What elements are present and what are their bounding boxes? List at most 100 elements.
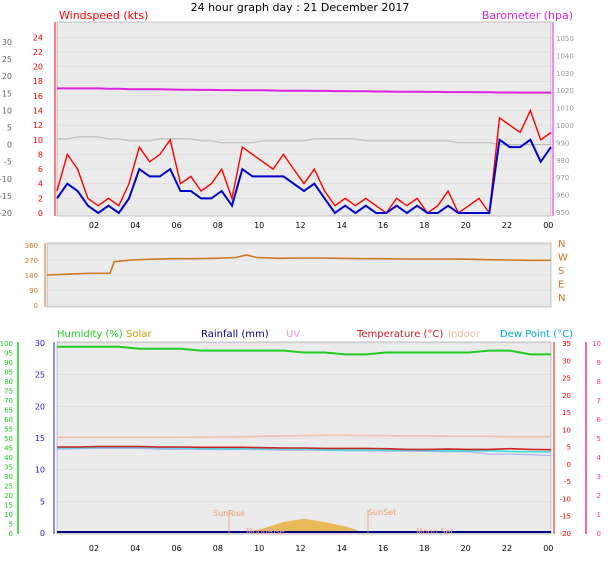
barometer-tick: 980 bbox=[556, 157, 569, 165]
temp-x-tick: 10 bbox=[254, 544, 264, 553]
wind-outer-tick: 5 bbox=[7, 124, 12, 133]
temp-x-tick: 00 bbox=[543, 544, 553, 553]
wind-left-tick: 12 bbox=[33, 121, 43, 130]
humidity-tick: 35 bbox=[4, 464, 13, 472]
temp-x-tick: 16 bbox=[378, 544, 388, 553]
humidity-tick: 70 bbox=[4, 397, 13, 405]
wind-left-tick: 24 bbox=[33, 33, 43, 42]
gauge-line bbox=[57, 136, 551, 146]
wind-x-tick: 04 bbox=[130, 221, 140, 230]
indoor-line bbox=[57, 434, 551, 439]
wind-left-tick: 2 bbox=[38, 194, 43, 203]
temp-x-tick: 08 bbox=[213, 544, 223, 553]
uv-tick: 1 bbox=[597, 511, 601, 519]
barometer-tick: 1000 bbox=[556, 122, 574, 130]
wind-outer-tick: -5 bbox=[4, 158, 12, 167]
humidity-tick: 30 bbox=[4, 473, 13, 481]
windspeed-label: Windspeed (kts) bbox=[59, 9, 148, 22]
wind-left-tick: 6 bbox=[38, 165, 43, 174]
barometer-tick: 1030 bbox=[556, 70, 574, 78]
humidity-tick: 60 bbox=[4, 416, 13, 424]
barometer-tick: 1050 bbox=[556, 35, 574, 43]
temp-x-tick: 04 bbox=[130, 544, 140, 553]
temperature-tick: 30 bbox=[562, 357, 571, 365]
direction-right-tick: W bbox=[558, 253, 568, 264]
wind-left-tick: 0 bbox=[38, 209, 43, 218]
low-temp-line bbox=[56, 447, 552, 457]
uv-tick: 9 bbox=[597, 359, 601, 367]
graph-title: 24 hour graph day : 21 December 2017 bbox=[191, 1, 410, 14]
rainfall-tick: 20 bbox=[35, 402, 45, 411]
wind-panel: Windspeed (kts) Barometer (hpa) 02468101… bbox=[0, 9, 574, 230]
uv-tick: 2 bbox=[597, 492, 601, 500]
wind-avg-line bbox=[56, 138, 552, 215]
rainfall-tick: 30 bbox=[35, 339, 45, 348]
wind-outer-tick: -10 bbox=[0, 175, 12, 184]
wind-x-tick: 00 bbox=[543, 221, 553, 230]
rainfall-tick: 5 bbox=[40, 497, 45, 506]
temp-x-tick: 22 bbox=[502, 544, 512, 553]
direction-right-tick: S bbox=[558, 266, 564, 277]
uv-tick: 7 bbox=[597, 397, 601, 405]
temperature-tick: 10 bbox=[562, 426, 571, 434]
rainfall-tick: 0 bbox=[40, 529, 45, 538]
wind-x-tick: 22 bbox=[502, 221, 512, 230]
legend-indoor: Indoor bbox=[448, 329, 481, 340]
wind-left-tick: 20 bbox=[33, 63, 43, 72]
humidity-tick: 90 bbox=[4, 359, 13, 367]
direction-right-tick: N bbox=[558, 293, 565, 304]
wind-outer-tick: 25 bbox=[2, 55, 12, 64]
humidity-tick: 85 bbox=[4, 369, 13, 377]
wind-plot-area bbox=[56, 21, 552, 217]
humidity-line bbox=[57, 345, 551, 356]
uv-tick: 8 bbox=[597, 378, 601, 386]
temperature-tick: 5 bbox=[567, 444, 571, 452]
wind-left-tick: 16 bbox=[33, 92, 43, 101]
temp-x-tick: 18 bbox=[419, 544, 429, 553]
humidity-tick: 0 bbox=[9, 530, 13, 538]
temperature-tick: 15 bbox=[562, 409, 571, 417]
solar-area bbox=[57, 518, 551, 533]
wind-outer-tick: 20 bbox=[2, 72, 12, 81]
direction-right-tick: N bbox=[558, 239, 565, 250]
wind-x-tick: 12 bbox=[295, 221, 305, 230]
wind-outer-tick: -20 bbox=[0, 209, 12, 218]
temp-panel: Humidity (%) Solar Rainfall (mm) UV Temp… bbox=[0, 329, 602, 553]
barometer-tick: 1040 bbox=[556, 52, 574, 60]
wind-outer-tick: 10 bbox=[2, 106, 12, 115]
humidity-tick: 20 bbox=[4, 492, 13, 500]
wind-gust-line bbox=[56, 108, 552, 215]
barometer-tick: 970 bbox=[556, 174, 569, 182]
uv-tick: 0 bbox=[597, 530, 601, 538]
wind-outer-tick: 0 bbox=[7, 141, 12, 150]
humidity-tick: 50 bbox=[4, 435, 13, 443]
wind-left-tick: 22 bbox=[33, 48, 43, 57]
wind-outer-tick: 15 bbox=[2, 89, 12, 98]
legend-solar: Solar bbox=[126, 329, 152, 340]
humidity-tick: 55 bbox=[4, 426, 13, 434]
temp-x-tick: 12 bbox=[295, 544, 305, 553]
legend-temperature: Temperature (°C) bbox=[356, 329, 443, 340]
barometer-line bbox=[57, 87, 551, 94]
direction-left-tick: 180 bbox=[25, 272, 38, 280]
direction-right-tick: E bbox=[558, 280, 564, 291]
barometer-tick: 960 bbox=[556, 192, 569, 200]
wind-x-tick: 06 bbox=[172, 221, 182, 230]
wind-left-tick: 14 bbox=[33, 107, 43, 116]
uv-tick: 5 bbox=[597, 435, 601, 443]
barometer-tick: 1010 bbox=[556, 105, 574, 113]
humidity-tick: 95 bbox=[4, 350, 13, 358]
uv-tick: 3 bbox=[597, 473, 601, 481]
wind-left-tick: 10 bbox=[33, 136, 43, 145]
temp-x-tick: 14 bbox=[337, 544, 347, 553]
humidity-tick: 80 bbox=[4, 378, 13, 386]
temperature-tick: 25 bbox=[562, 375, 571, 383]
temperature-tick: -15 bbox=[560, 513, 571, 521]
uv-tick: 10 bbox=[592, 340, 601, 348]
uv-tick: 6 bbox=[597, 416, 602, 424]
wind-x-tick: 02 bbox=[89, 221, 99, 230]
sunset-label: SunSet bbox=[368, 508, 396, 517]
temp-x-tick: 02 bbox=[89, 544, 99, 553]
